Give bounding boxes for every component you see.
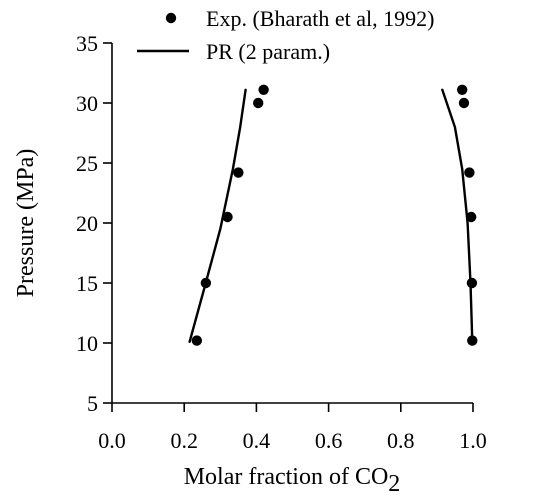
y-tick-label: 20 [76,211,98,236]
y-tick-label: 10 [76,331,98,356]
y-tick-label: 30 [76,91,98,116]
x-tick-label: 0.2 [170,428,198,453]
data-point [200,277,212,289]
x-tick-label: 0.4 [243,428,271,453]
pr-model-lines [188,88,474,343]
y-tick-label: 35 [76,31,98,56]
x-axis-title: Molar fraction of CO2 [184,464,401,497]
data-point [464,167,475,178]
data-point [253,97,264,109]
y-tick-label: 5 [87,391,98,416]
x-axis-title-subscript: 2 [388,471,400,497]
y-tick-label: 25 [76,151,98,176]
y-tick-label: 15 [76,271,98,296]
data-point [191,335,203,346]
data-point [222,211,233,223]
legend: Exp. (Bharath et al, 1992) PR (2 param.) [137,6,435,64]
y-axis-title: Pressure (MPa) [13,149,39,298]
x-tick-label: 0.0 [98,428,126,453]
data-point [467,335,478,346]
data-point [258,84,269,96]
data-point [465,211,477,223]
x-axis-title-main: Molar fraction of CO [184,464,389,490]
pr-model-line [441,88,474,343]
experimental-points [191,84,478,346]
x-tick-label: 0.8 [387,428,415,453]
axes: 5 10 15 20 25 30 35 0.0 0.2 0.4 0.6 0.8 1.0 [76,31,487,453]
legend-label-pr: PR (2 param.) [206,39,330,64]
legend-label-exp: Exp. (Bharath et al, 1992) [206,6,435,31]
data-point [458,97,470,109]
pr-model-line [188,88,247,343]
data-point [456,84,468,96]
data-point [233,167,244,178]
legend-marker-exp [165,12,177,24]
x-tick-label: 0.6 [315,428,343,453]
x-ticks: 0.0 0.2 0.4 0.6 0.8 1.0 [98,403,487,453]
y-ticks: 5 10 15 20 25 30 35 [76,31,112,416]
data-point [466,277,478,289]
x-tick-label: 1.0 [459,428,487,453]
